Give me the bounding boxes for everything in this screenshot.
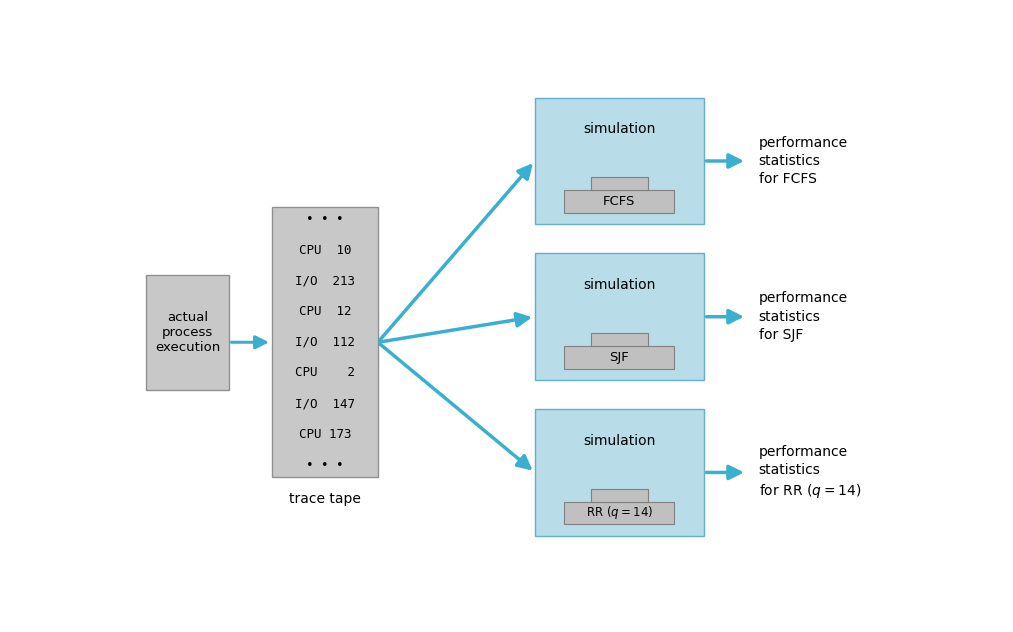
- Text: FCFS: FCFS: [603, 195, 635, 208]
- Text: CPU 173: CPU 173: [299, 428, 352, 441]
- Text: simulation: simulation: [583, 123, 655, 137]
- FancyBboxPatch shape: [535, 409, 704, 536]
- Text: performance
statistics
for RR ($q = 14$): performance statistics for RR ($q = 14$): [759, 445, 861, 501]
- Text: SJF: SJF: [610, 351, 629, 363]
- FancyBboxPatch shape: [535, 98, 704, 224]
- Text: • • •: • • •: [306, 213, 343, 226]
- Text: actual
process
execution: actual process execution: [155, 311, 220, 354]
- Bar: [564, 502, 674, 525]
- Text: I/O  112: I/O 112: [295, 336, 355, 349]
- Text: CPU  12: CPU 12: [299, 305, 352, 318]
- Text: simulation: simulation: [583, 278, 655, 292]
- Text: CPU  10: CPU 10: [299, 243, 352, 257]
- Text: performance
statistics
for FCFS: performance statistics for FCFS: [759, 136, 848, 186]
- FancyBboxPatch shape: [146, 276, 229, 390]
- FancyBboxPatch shape: [271, 207, 378, 477]
- Text: I/O  213: I/O 213: [295, 274, 355, 288]
- Text: trace tape: trace tape: [289, 492, 361, 506]
- Text: • • •: • • •: [306, 459, 343, 471]
- Bar: [564, 190, 674, 213]
- Text: RR ($q = 14$): RR ($q = 14$): [586, 504, 652, 521]
- Bar: [591, 333, 647, 346]
- Text: I/O  147: I/O 147: [295, 398, 355, 410]
- Bar: [564, 346, 674, 368]
- Bar: [591, 489, 647, 502]
- Bar: [591, 178, 647, 190]
- Text: CPU    2: CPU 2: [295, 367, 355, 379]
- Text: performance
statistics
for SJF: performance statistics for SJF: [759, 291, 848, 342]
- FancyBboxPatch shape: [535, 253, 704, 380]
- Text: simulation: simulation: [583, 434, 655, 448]
